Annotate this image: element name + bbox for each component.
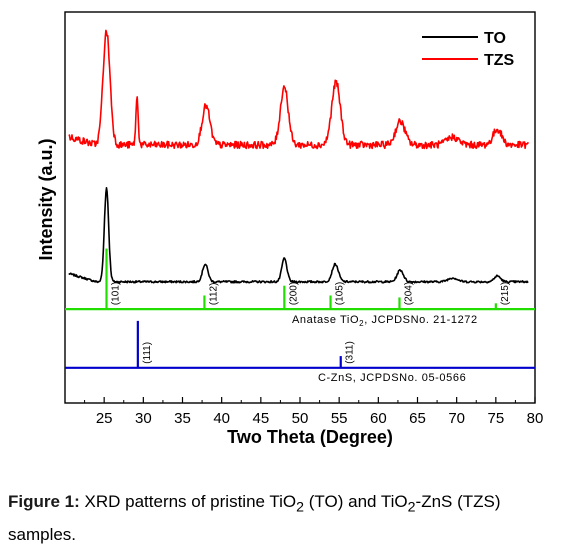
reference-hkl-label: (105) (335, 282, 346, 305)
legend-label-to: TO (484, 30, 506, 47)
caption-sub-b: 2 (407, 499, 416, 516)
reference-hkl-label: (311) (345, 341, 356, 364)
reference-hkl-label: (200) (288, 282, 299, 305)
x-tick-label: 45 (252, 410, 269, 427)
caption-text-c: -ZnS (TZS) samples. (8, 492, 501, 545)
x-tick-label: 50 (292, 410, 309, 427)
x-axis-label: Two Theta (Degree) (227, 427, 393, 447)
x-tick-label: 65 (409, 410, 426, 427)
series-line-to (68, 187, 529, 284)
figure-label: Figure 1: (8, 492, 80, 511)
x-tick-label: 55 (331, 410, 348, 427)
x-tick-label: 80 (527, 410, 544, 427)
x-tick-label: 70 (448, 410, 465, 427)
x-tick-label: 75 (487, 410, 504, 427)
caption-text-a: XRD patterns of pristine TiO (79, 492, 297, 511)
reference-hkl-label: (215) (500, 282, 511, 305)
figure-caption: Figure 1: XRD patterns of pristine TiO2 … (8, 488, 560, 548)
plot-frame (64, 11, 536, 404)
x-tick-label: 35 (174, 410, 191, 427)
reference-hkl-label: (101) (111, 282, 122, 305)
x-tick-label: 40 (213, 410, 230, 427)
caption-sub-a: 2 (296, 499, 305, 516)
reference-hkl-label: (112) (208, 283, 219, 306)
x-tick-label: 25 (96, 410, 113, 427)
y-axis-label: Intensity (a.u.) (36, 138, 56, 260)
reference-label-1: C-ZnS, JCPDSNo. 05-0566 (318, 372, 466, 384)
reference-hkl-label: (111) (142, 342, 153, 364)
xrd-chart: 25 30 35 40 45 50 55 60 65 70 75 80 Two Theta (Degre… (36, 11, 544, 447)
caption-text-b: (TO) and TiO (304, 492, 408, 511)
reference-label-0: Anatase TiO2, JCPDSNo. 21-1272 (292, 314, 478, 328)
x-tick-label: 60 (370, 410, 387, 427)
reference-hkl-label: (204) (403, 282, 414, 305)
series-line-tzs (68, 29, 530, 150)
x-tick-label: 30 (135, 410, 152, 427)
legend-label-tzs: TZS (484, 52, 515, 69)
